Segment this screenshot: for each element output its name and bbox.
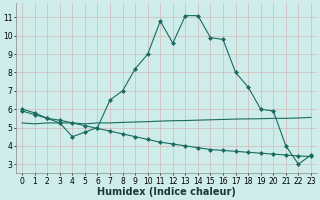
X-axis label: Humidex (Indice chaleur): Humidex (Indice chaleur) xyxy=(97,187,236,197)
